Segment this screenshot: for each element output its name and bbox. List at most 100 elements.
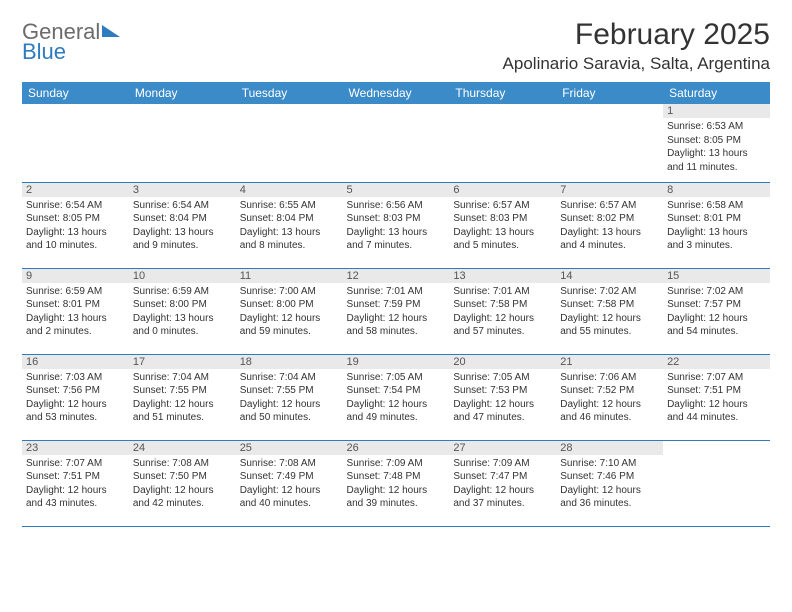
daylight-text-2: and 40 minutes. [240,497,339,511]
day-sun-data: Sunrise: 7:06 AMSunset: 7:52 PMDaylight:… [560,371,659,425]
day-sun-data: Sunrise: 7:08 AMSunset: 7:50 PMDaylight:… [133,457,232,511]
daylight-text-2: and 46 minutes. [560,411,659,425]
calendar-day-cell: 28Sunrise: 7:10 AMSunset: 7:46 PMDayligh… [556,440,663,526]
calendar-day-cell: 22Sunrise: 7:07 AMSunset: 7:51 PMDayligh… [663,354,770,440]
sunrise-text: Sunrise: 7:09 AM [453,457,552,471]
daylight-text-1: Daylight: 13 hours [26,312,125,326]
day-number: 27 [449,441,556,455]
sunset-text: Sunset: 7:46 PM [560,470,659,484]
daylight-text-2: and 11 minutes. [667,161,766,175]
daylight-text-2: and 57 minutes. [453,325,552,339]
calendar-day-cell: 2Sunrise: 6:54 AMSunset: 8:05 PMDaylight… [22,182,129,268]
calendar-page: General Blue February 2025 Apolinario Sa… [0,0,792,545]
day-sun-data: Sunrise: 6:55 AMSunset: 8:04 PMDaylight:… [240,199,339,253]
daylight-text-2: and 0 minutes. [133,325,232,339]
daylight-text-1: Daylight: 12 hours [453,484,552,498]
sunset-text: Sunset: 7:55 PM [133,384,232,398]
sunrise-text: Sunrise: 7:04 AM [133,371,232,385]
sunset-text: Sunset: 8:05 PM [667,134,766,148]
calendar-day-cell [663,440,770,526]
calendar-day-cell: 24Sunrise: 7:08 AMSunset: 7:50 PMDayligh… [129,440,236,526]
calendar-day-cell: 6Sunrise: 6:57 AMSunset: 8:03 PMDaylight… [449,182,556,268]
sunset-text: Sunset: 7:49 PM [240,470,339,484]
brand-mark-icon [102,25,120,37]
day-number: 10 [129,269,236,283]
daylight-text-1: Daylight: 12 hours [347,312,446,326]
calendar-day-cell: 14Sunrise: 7:02 AMSunset: 7:58 PMDayligh… [556,268,663,354]
day-sun-data: Sunrise: 7:01 AMSunset: 7:59 PMDaylight:… [347,285,446,339]
weekday-header: Friday [556,82,663,104]
brand-text: General Blue [22,22,120,62]
calendar-day-cell: 12Sunrise: 7:01 AMSunset: 7:59 PMDayligh… [343,268,450,354]
daylight-text-1: Daylight: 12 hours [26,484,125,498]
calendar-day-cell: 26Sunrise: 7:09 AMSunset: 7:48 PMDayligh… [343,440,450,526]
day-sun-data: Sunrise: 6:54 AMSunset: 8:04 PMDaylight:… [133,199,232,253]
calendar-day-cell: 19Sunrise: 7:05 AMSunset: 7:54 PMDayligh… [343,354,450,440]
daylight-text-1: Daylight: 12 hours [240,398,339,412]
calendar-week-row: 16Sunrise: 7:03 AMSunset: 7:56 PMDayligh… [22,354,770,440]
sunrise-text: Sunrise: 6:57 AM [453,199,552,213]
sunrise-text: Sunrise: 7:06 AM [560,371,659,385]
sunset-text: Sunset: 8:01 PM [667,212,766,226]
sunrise-text: Sunrise: 6:56 AM [347,199,446,213]
weekday-header: Tuesday [236,82,343,104]
daylight-text-1: Daylight: 13 hours [133,312,232,326]
day-sun-data: Sunrise: 7:01 AMSunset: 7:58 PMDaylight:… [453,285,552,339]
sunrise-text: Sunrise: 6:53 AM [667,120,766,134]
calendar-body: 1Sunrise: 6:53 AMSunset: 8:05 PMDaylight… [22,104,770,526]
daylight-text-1: Daylight: 12 hours [453,398,552,412]
daylight-text-1: Daylight: 12 hours [133,398,232,412]
day-number: 22 [663,355,770,369]
day-number: 20 [449,355,556,369]
daylight-text-1: Daylight: 12 hours [347,398,446,412]
daylight-text-2: and 8 minutes. [240,239,339,253]
sunrise-text: Sunrise: 7:03 AM [26,371,125,385]
calendar-day-cell: 27Sunrise: 7:09 AMSunset: 7:47 PMDayligh… [449,440,556,526]
sunrise-text: Sunrise: 6:58 AM [667,199,766,213]
calendar-day-cell [22,104,129,182]
daylight-text-2: and 44 minutes. [667,411,766,425]
daylight-text-1: Daylight: 12 hours [347,484,446,498]
calendar-day-cell: 4 Sunrise: 6:55 AMSunset: 8:04 PMDaylight… [236,182,343,268]
daylight-text-1: Daylight: 12 hours [560,398,659,412]
sunset-text: Sunset: 8:04 PM [240,212,339,226]
day-sun-data: Sunrise: 7:00 AMSunset: 8:00 PMDaylight:… [240,285,339,339]
sunrise-text: Sunrise: 6:55 AM [240,199,339,213]
daylight-text-2: and 43 minutes. [26,497,125,511]
day-number: 17 [129,355,236,369]
sunset-text: Sunset: 7:56 PM [26,384,125,398]
sunset-text: Sunset: 8:02 PM [560,212,659,226]
sunset-text: Sunset: 7:52 PM [560,384,659,398]
sunrise-text: Sunrise: 7:07 AM [26,457,125,471]
daylight-text-2: and 9 minutes. [133,239,232,253]
daylight-text-1: Daylight: 12 hours [26,398,125,412]
month-title: February 2025 [503,18,770,52]
calendar-table: SundayMondayTuesdayWednesdayThursdayFrid… [22,82,770,527]
calendar-week-row: 23 Sunrise: 7:07 AMSunset: 7:51 PMDayligh… [22,440,770,526]
day-sun-data: Sunrise: 7:07 AMSunset: 7:51 PMDaylight:… [26,457,125,511]
calendar-day-cell: 17 Sunrise: 7:04 AMSunset: 7:55 PMDayligh… [129,354,236,440]
sunset-text: Sunset: 7:50 PM [133,470,232,484]
daylight-text-1: Daylight: 12 hours [240,484,339,498]
daylight-text-2: and 3 minutes. [667,239,766,253]
daylight-text-1: Daylight: 13 hours [667,226,766,240]
day-sun-data: Sunrise: 6:53 AMSunset: 8:05 PMDaylight:… [667,120,766,174]
sunrise-text: Sunrise: 7:01 AM [453,285,552,299]
sunset-text: Sunset: 8:01 PM [26,298,125,312]
day-sun-data: Sunrise: 7:04 AMSunset: 7:55 PMDaylight:… [240,371,339,425]
daylight-text-1: Daylight: 12 hours [560,312,659,326]
day-number: 23 [22,441,129,455]
calendar-day-cell: 16Sunrise: 7:03 AMSunset: 7:56 PMDayligh… [22,354,129,440]
day-sun-data: Sunrise: 6:57 AMSunset: 8:02 PMDaylight:… [560,199,659,253]
day-number: 4 [236,183,343,197]
daylight-text-1: Daylight: 12 hours [667,312,766,326]
day-sun-data: Sunrise: 7:09 AMSunset: 7:48 PMDaylight:… [347,457,446,511]
location-text: Apolinario Saravia, Salta, Argentina [503,54,770,74]
sunrise-text: Sunrise: 7:01 AM [347,285,446,299]
daylight-text-1: Daylight: 12 hours [560,484,659,498]
day-number: 7 [556,183,663,197]
calendar-day-cell: 23 Sunrise: 7:07 AMSunset: 7:51 PMDayligh… [22,440,129,526]
daylight-text-2: and 5 minutes. [453,239,552,253]
daylight-text-1: Daylight: 13 hours [560,226,659,240]
sunset-text: Sunset: 8:03 PM [347,212,446,226]
